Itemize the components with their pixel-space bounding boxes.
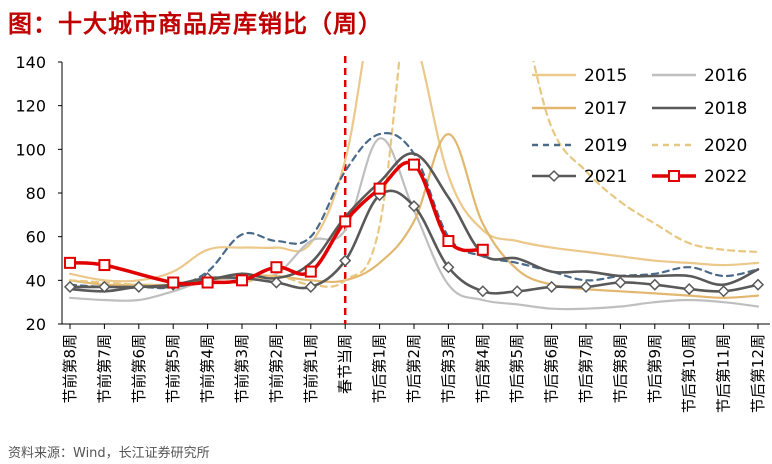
data-point-2022 (408, 158, 420, 171)
data-point-2022 (201, 276, 214, 289)
x-tick-label: 节后第12周 (749, 334, 767, 413)
legend-label-2016: 2016 (704, 66, 747, 86)
legend-label-2021: 2021 (584, 167, 627, 187)
data-point-2021 (442, 261, 455, 274)
data-point-2021 (751, 278, 765, 291)
data-point-2021 (407, 200, 421, 213)
y-tick-label: 40 (26, 271, 46, 290)
legend-marker-2022 (668, 170, 680, 182)
legend-label-2020: 2020 (704, 136, 747, 156)
x-tick-label: 节后第8周 (611, 334, 629, 404)
data-point-2021 (717, 285, 730, 298)
data-point-2021 (545, 280, 558, 293)
data-point-2021 (614, 276, 627, 289)
chart-legend: 2015 2016 2017 2018 2019 2020 2021 2022 (532, 66, 747, 187)
x-tick-label: 节后第2周 (405, 334, 423, 404)
x-tick-label: 节后第4周 (474, 334, 492, 404)
series-line-2020 (68, 61, 760, 288)
x-tick-label: 节后第11周 (715, 334, 733, 413)
data-point-2021 (339, 254, 352, 267)
data-point-2022 (167, 276, 180, 289)
data-point-2021 (132, 280, 145, 293)
data-point-2021 (270, 276, 283, 289)
data-point-2022 (64, 256, 76, 269)
data-point-2021 (304, 280, 317, 293)
y-tick-label: 140 (15, 53, 46, 72)
source-note: 资料来源：Wind，长江证券研究所 (8, 446, 210, 461)
x-tick-label: 节后第3周 (439, 334, 457, 404)
x-tick-label: 节前第3周 (233, 334, 251, 404)
data-point-2021 (683, 283, 696, 296)
y-tick-label: 80 (26, 184, 46, 203)
legend-marker-2021 (547, 169, 561, 183)
data-point-2022 (442, 235, 455, 248)
legend-label-2017: 2017 (584, 99, 627, 119)
x-tick-label: 节后第7周 (577, 334, 595, 404)
data-point-2022 (339, 215, 352, 228)
data-point-2021 (476, 285, 489, 298)
x-tick-label: 节后第5周 (508, 334, 526, 404)
y-tick-label: 100 (15, 140, 46, 159)
x-tick-label: 节后第10周 (680, 334, 698, 413)
series-line-2022 (68, 160, 485, 286)
data-point-2021 (579, 280, 593, 293)
x-tick-label: 节后第6周 (543, 334, 561, 404)
data-point-2021 (63, 280, 77, 293)
marker-layer (63, 158, 765, 298)
data-point-2022 (98, 259, 111, 272)
data-point-2022 (236, 274, 248, 287)
data-point-2022 (373, 182, 386, 195)
data-point-2021 (511, 285, 524, 298)
series-layer (68, 61, 760, 311)
chart-title: 图：十大城市商品房库销比（周） (8, 10, 383, 38)
y-tick-label: 20 (26, 315, 46, 334)
legend-label-2022: 2022 (704, 167, 747, 187)
x-tick-label: 节前第6周 (130, 334, 148, 404)
data-point-2021 (648, 278, 661, 291)
x-tick-label: 节前第7周 (95, 334, 113, 404)
x-tick-label: 节前第8周 (61, 334, 79, 404)
data-point-2022 (304, 265, 317, 278)
data-point-2022 (270, 261, 283, 274)
data-point-2022 (476, 243, 489, 256)
x-tick-label: 节前第1周 (302, 334, 320, 404)
legend-label-2018: 2018 (704, 99, 747, 119)
x-tick-label: 节后第9周 (646, 334, 664, 404)
data-point-2021 (98, 280, 111, 293)
x-tick-label: 节后第1周 (371, 334, 389, 404)
legend-label-2015: 2015 (584, 66, 627, 86)
y-tick-label: 120 (15, 97, 46, 116)
legend-label-2019: 2019 (584, 136, 627, 156)
x-tick-label: 春节当周 (336, 334, 354, 394)
x-tick-label: 节前第4周 (199, 334, 217, 404)
y-tick-label: 60 (26, 228, 46, 247)
x-tick-label: 节前第2周 (267, 334, 285, 404)
series-line-2015 (68, 61, 760, 283)
x-tick-label: 节前第5周 (164, 334, 182, 404)
